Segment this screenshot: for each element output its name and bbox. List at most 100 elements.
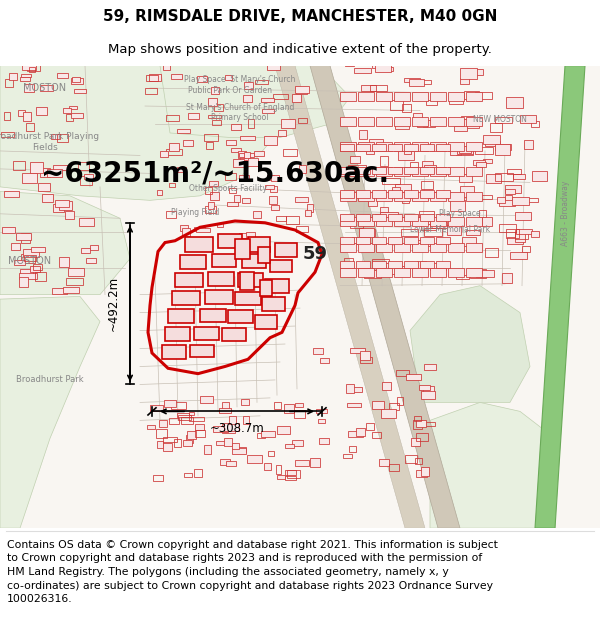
Bar <box>340 142 356 151</box>
Bar <box>9 73 17 79</box>
Bar <box>505 189 515 194</box>
Bar <box>22 173 37 182</box>
Bar <box>356 214 370 221</box>
Bar <box>214 104 223 111</box>
Bar <box>396 370 409 376</box>
Bar <box>376 142 392 151</box>
Bar <box>163 442 172 451</box>
Bar <box>376 92 392 101</box>
Bar <box>462 237 476 246</box>
Bar <box>320 358 329 363</box>
Bar <box>394 268 410 277</box>
Bar <box>228 234 238 239</box>
Bar <box>283 149 297 156</box>
Bar <box>412 142 428 151</box>
Bar <box>453 202 462 207</box>
Bar <box>404 167 418 174</box>
Bar <box>350 219 363 228</box>
Bar <box>59 256 69 267</box>
Bar <box>24 84 34 91</box>
Bar <box>185 237 213 251</box>
Bar <box>20 254 35 263</box>
Bar <box>476 162 486 168</box>
Text: Play Space: Play Space <box>439 209 481 218</box>
Bar <box>172 291 200 306</box>
Bar <box>424 364 436 369</box>
Bar <box>262 298 285 311</box>
Bar <box>78 162 89 169</box>
Bar <box>502 273 512 283</box>
Bar <box>57 73 68 78</box>
Bar <box>228 310 253 323</box>
Bar <box>461 119 479 128</box>
Bar <box>423 120 435 127</box>
Bar <box>208 98 217 106</box>
Bar <box>461 116 474 124</box>
Polygon shape <box>0 296 100 528</box>
Bar <box>466 117 482 126</box>
Bar <box>158 421 167 428</box>
Bar <box>496 144 511 149</box>
Bar <box>448 142 464 151</box>
Bar <box>295 402 303 407</box>
Bar <box>388 237 402 244</box>
Bar <box>200 309 226 322</box>
Bar <box>379 459 389 466</box>
Bar <box>416 471 427 478</box>
Bar <box>474 195 492 199</box>
Bar <box>389 266 405 274</box>
Bar <box>35 107 47 114</box>
Text: ~63251m²/~15.630ac.: ~63251m²/~15.630ac. <box>41 159 389 188</box>
Bar <box>233 159 244 167</box>
Bar <box>426 100 437 104</box>
Bar <box>421 468 428 476</box>
Bar <box>166 115 179 121</box>
Bar <box>83 174 93 179</box>
Bar <box>226 141 236 145</box>
Bar <box>430 192 446 201</box>
Bar <box>430 268 446 277</box>
Bar <box>296 226 308 232</box>
Bar <box>416 432 428 441</box>
Bar <box>382 409 397 418</box>
Bar <box>485 248 498 258</box>
Bar <box>340 144 354 151</box>
Bar <box>268 62 280 71</box>
Bar <box>404 148 412 154</box>
Bar <box>180 255 206 269</box>
Polygon shape <box>430 402 555 528</box>
Bar <box>175 273 203 288</box>
Bar <box>473 159 485 164</box>
Bar <box>460 186 473 197</box>
Bar <box>18 110 25 116</box>
Bar <box>157 190 162 195</box>
Bar <box>390 101 403 111</box>
Bar <box>466 142 482 151</box>
Bar <box>416 419 426 427</box>
Bar <box>448 268 464 277</box>
Bar <box>21 74 31 78</box>
Bar <box>214 426 227 432</box>
Bar <box>388 261 402 268</box>
Bar <box>412 167 428 176</box>
Bar <box>4 191 19 197</box>
Bar <box>347 403 361 407</box>
Bar <box>205 206 216 213</box>
Bar <box>372 167 386 174</box>
Bar <box>163 62 170 69</box>
Bar <box>178 414 191 420</box>
Bar <box>227 202 238 206</box>
Bar <box>307 204 313 212</box>
Bar <box>421 224 436 229</box>
Bar <box>418 79 431 84</box>
Bar <box>232 148 241 152</box>
Bar <box>231 124 241 129</box>
Bar <box>163 437 177 441</box>
Bar <box>420 261 434 268</box>
Bar <box>376 117 392 126</box>
Bar <box>265 185 274 189</box>
Bar <box>319 438 329 444</box>
Bar <box>430 217 446 226</box>
Bar <box>340 237 354 244</box>
Text: Play Space  St Mary's Church: Play Space St Mary's Church <box>184 74 296 84</box>
